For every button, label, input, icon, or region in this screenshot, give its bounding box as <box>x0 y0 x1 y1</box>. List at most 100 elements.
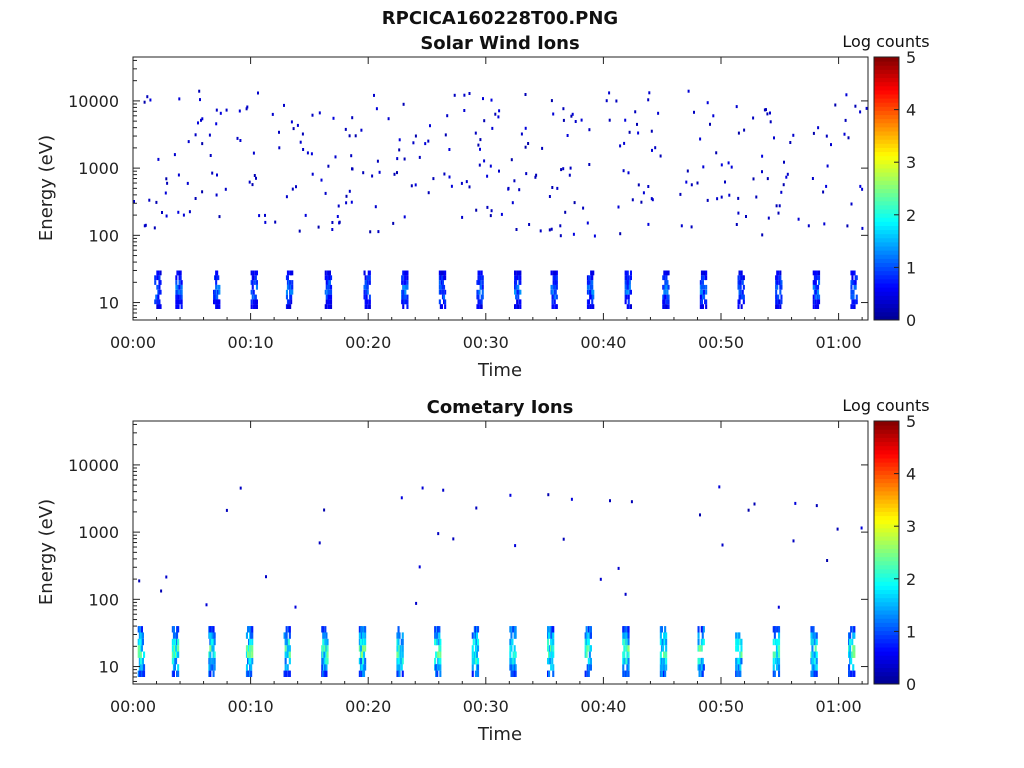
heatmap-cell <box>627 664 630 671</box>
heatmap-cell <box>497 115 500 119</box>
heatmap-cell <box>509 638 512 646</box>
heatmap-cell <box>778 645 781 652</box>
heatmap-cell <box>849 638 852 646</box>
heatmap-cell <box>524 93 527 96</box>
heatmap-cell <box>665 638 668 646</box>
heatmap-cell <box>284 657 287 665</box>
heatmap-cell <box>473 626 476 633</box>
heatmap-cell <box>177 670 180 677</box>
heatmap-cell <box>850 657 853 665</box>
colorbar-segment <box>874 511 899 517</box>
heatmap-cell <box>665 304 668 309</box>
heatmap-cell <box>479 138 482 142</box>
heatmap-cell <box>666 289 669 295</box>
heatmap-cell <box>486 174 489 178</box>
heatmap-cell <box>213 664 216 671</box>
heatmap-cell <box>251 183 254 187</box>
heatmap-cell <box>490 98 493 102</box>
heatmap-cell <box>517 284 520 290</box>
heatmap-cell <box>702 638 705 646</box>
heatmap-cell <box>159 289 162 295</box>
heatmap-cell <box>627 651 630 658</box>
heatmap-cell <box>326 284 329 290</box>
heatmap-cell <box>853 280 856 285</box>
heatmap-cell <box>363 638 366 646</box>
heatmap-cell <box>154 280 157 285</box>
heatmap-cell <box>217 304 220 309</box>
heatmap-cell <box>517 304 520 309</box>
heatmap-cell <box>225 108 228 112</box>
heatmap-cell <box>197 121 199 125</box>
heatmap-cell <box>511 657 514 665</box>
heatmap-cell <box>587 657 590 665</box>
heatmap-cell <box>740 657 743 665</box>
heatmap-cell <box>325 657 328 665</box>
heatmap-cell <box>779 280 782 285</box>
heatmap-cell <box>248 626 251 633</box>
heatmap-cell <box>345 194 348 198</box>
heatmap-cell <box>173 645 176 652</box>
colorbar-segment <box>874 634 899 640</box>
heatmap-cell <box>512 664 515 671</box>
heatmap-cell <box>475 651 478 658</box>
x-tick-label: 01:00 <box>816 697 862 716</box>
heatmap-cell <box>439 638 442 646</box>
heatmap-cell <box>173 638 176 646</box>
heatmap-cell <box>452 537 455 541</box>
heatmap-cell <box>439 651 442 658</box>
heatmap-cell <box>815 651 818 658</box>
colorbar-segment <box>874 274 899 280</box>
heatmap-cell <box>700 270 703 276</box>
heatmap-cell <box>157 294 160 300</box>
heatmap-cell <box>326 280 329 285</box>
heatmap-cell <box>139 670 142 677</box>
colorbar-segment <box>874 209 899 214</box>
heatmap-cell <box>332 116 335 120</box>
heatmap-cell <box>509 664 512 671</box>
heatmap-cell <box>737 275 740 281</box>
x-tick-label: 00:30 <box>463 697 509 716</box>
heatmap-cell <box>173 153 176 157</box>
heatmap-cell <box>251 294 254 300</box>
colorbar-segment <box>874 81 899 87</box>
heatmap-cell <box>437 626 440 633</box>
heatmap-cell <box>290 120 293 124</box>
colorbar-segment <box>874 581 899 586</box>
heatmap-cell <box>659 154 662 158</box>
colorbar-tick-label: 0 <box>906 311 916 330</box>
heatmap-cell <box>666 284 669 290</box>
heatmap-cell <box>818 294 821 300</box>
heatmap-cell <box>690 183 693 187</box>
heatmap-cell <box>477 645 480 652</box>
heatmap-cell <box>251 632 254 639</box>
heatmap-cell <box>517 275 520 281</box>
heatmap-cell <box>813 664 816 671</box>
heatmap-cell <box>588 289 591 295</box>
heatmap-cell <box>777 211 780 215</box>
x-tick-label: 00:40 <box>580 697 626 716</box>
heatmap-cell <box>477 304 480 309</box>
colorbar-segment <box>874 474 899 480</box>
colorbar-segment <box>874 283 899 288</box>
heatmap-cell <box>735 657 738 665</box>
plot-frame-cometary <box>132 420 869 685</box>
y-tick-label: 1000 <box>78 159 119 178</box>
heatmap-cell <box>214 299 217 305</box>
heatmap-cell <box>700 284 703 290</box>
heatmap-cell <box>482 97 484 101</box>
heatmap-cell <box>519 304 522 309</box>
heatmap-cell <box>665 645 668 652</box>
heatmap-cell <box>550 284 553 290</box>
heatmap-cell <box>248 651 251 658</box>
heatmap-cell <box>591 299 594 305</box>
heatmap-cell <box>326 275 329 281</box>
heatmap-cell <box>173 664 176 671</box>
heatmap-cell <box>483 159 486 163</box>
colorbar-segment <box>874 601 899 607</box>
heatmap-cell <box>586 284 589 290</box>
colorbar-segment <box>874 568 899 574</box>
heatmap-cell <box>663 638 666 646</box>
heatmap-cell <box>665 664 668 671</box>
heatmap-cell <box>443 270 446 276</box>
heatmap-cell <box>285 651 288 658</box>
